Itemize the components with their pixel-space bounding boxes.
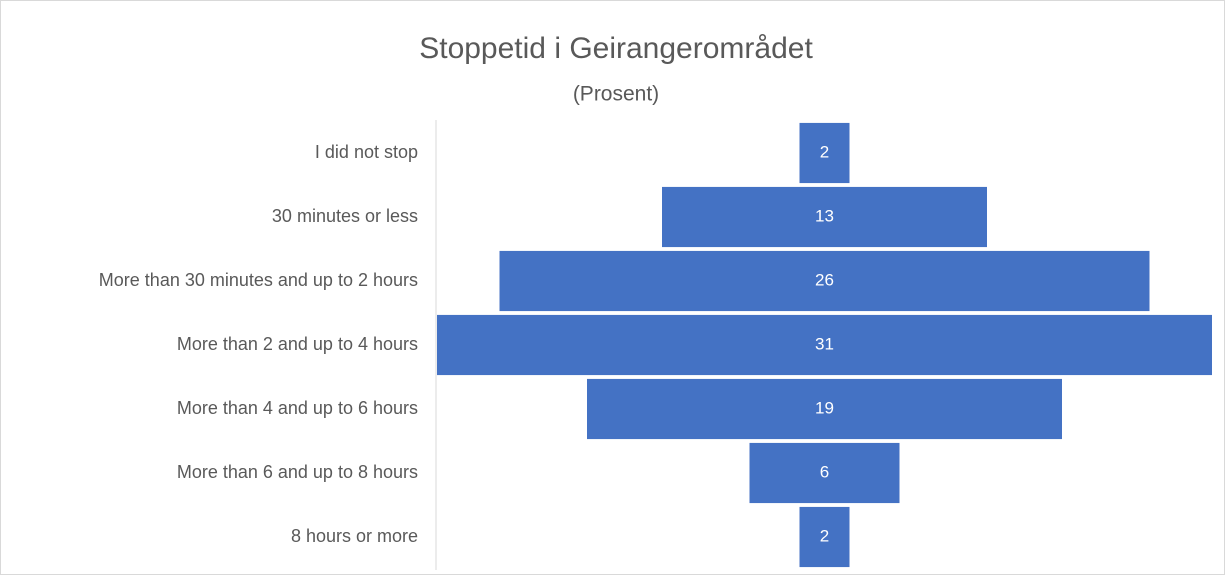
data-label: 31 [815,334,834,353]
category-label: 8 hours or more [291,526,418,546]
category-label: I did not stop [315,142,418,162]
data-label: 19 [815,398,834,417]
bar [799,506,850,568]
bar [499,250,1150,312]
data-label: 26 [815,270,834,289]
category-label: More than 30 minutes and up to 2 hours [99,270,418,290]
data-label: 13 [815,206,834,225]
data-label: 6 [820,462,829,481]
data-label: 2 [820,526,829,545]
category-label: More than 2 and up to 4 hours [177,334,418,354]
bar [662,186,987,248]
category-label: 30 minutes or less [272,206,418,226]
bar [587,378,1062,440]
category-label: More than 6 and up to 8 hours [177,462,418,482]
category-label: More than 4 and up to 6 hours [177,398,418,418]
data-label: 2 [820,142,829,161]
chart-title: Stoppetid i Geirangerområdet [419,32,813,65]
bar [749,442,900,504]
bar [437,314,1212,376]
bar [799,122,850,184]
chart-subtitle: (Prosent) [573,83,659,106]
